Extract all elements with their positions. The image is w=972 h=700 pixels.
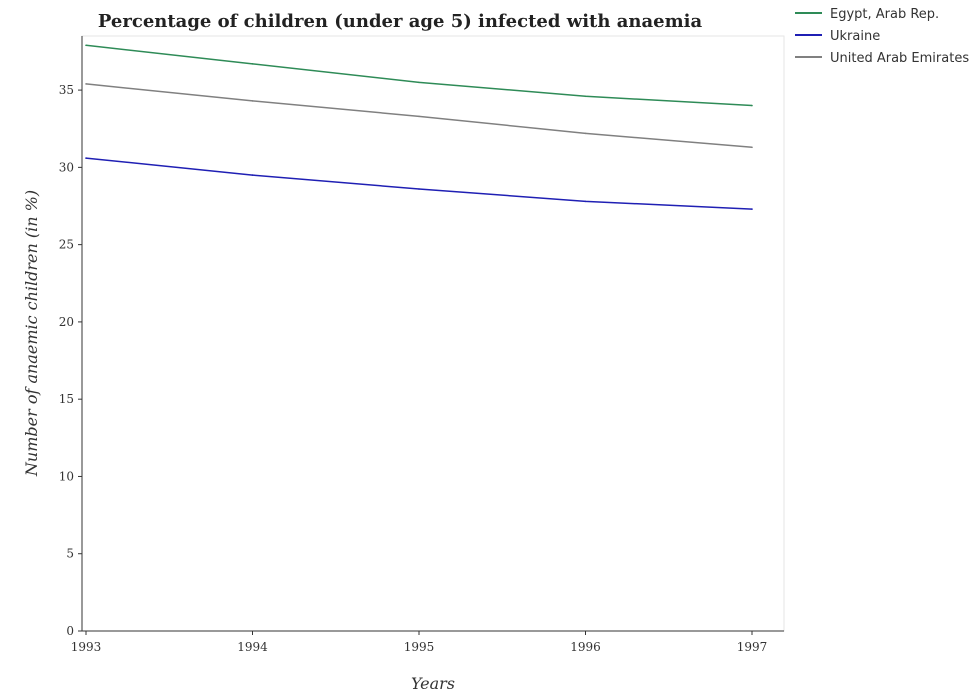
plot-area	[81, 35, 785, 632]
chart-title: Percentage of children (under age 5) inf…	[98, 11, 703, 32]
data-point	[85, 83, 87, 85]
data-point	[418, 115, 420, 118]
data-point	[751, 208, 753, 210]
y-axis-title: Number of anaemic children (in %)	[22, 190, 41, 477]
legend-label: Egypt, Arab Rep.	[830, 7, 939, 22]
y-tick-label: 10	[59, 469, 74, 483]
data-point	[418, 188, 420, 190]
data-point	[251, 63, 254, 65]
series-line-1	[85, 157, 753, 210]
data-point	[85, 157, 87, 159]
x-tick-label: 1996	[570, 640, 601, 654]
data-point	[751, 146, 753, 149]
y-tick-label: 15	[59, 392, 74, 406]
data-point	[584, 132, 587, 135]
y-tick-label: 35	[59, 83, 74, 97]
legend: Egypt, Arab Rep. Ukraine United Arab Emira…	[795, 7, 969, 66]
data-point	[584, 95, 587, 98]
data-point	[584, 200, 587, 203]
x-ticks: 1993 1994 1995 1996 1997	[71, 631, 768, 654]
x-tick-label: 1995	[404, 640, 435, 654]
y-tick-label: 5	[66, 547, 74, 561]
y-tick-label: 25	[59, 238, 74, 252]
x-tick-label: 1997	[737, 640, 768, 654]
data-point	[751, 104, 753, 107]
legend-label: United Arab Emirates	[830, 51, 969, 66]
x-tick-label: 1994	[237, 640, 268, 654]
y-tick-label: 20	[59, 315, 74, 329]
series-lines	[85, 44, 753, 210]
x-tick-label: 1993	[71, 640, 102, 654]
data-point	[251, 100, 254, 102]
data-point	[85, 44, 87, 47]
data-point	[418, 81, 420, 84]
y-tick-label: 0	[66, 624, 74, 638]
y-tick-label: 30	[59, 160, 74, 174]
legend-label: Ukraine	[830, 29, 880, 44]
x-axis-title: Years	[411, 674, 455, 693]
y-ticks: 0 5 10 15 20 25 30 35	[59, 83, 82, 638]
data-point	[251, 174, 254, 176]
series-line-0	[85, 44, 753, 107]
